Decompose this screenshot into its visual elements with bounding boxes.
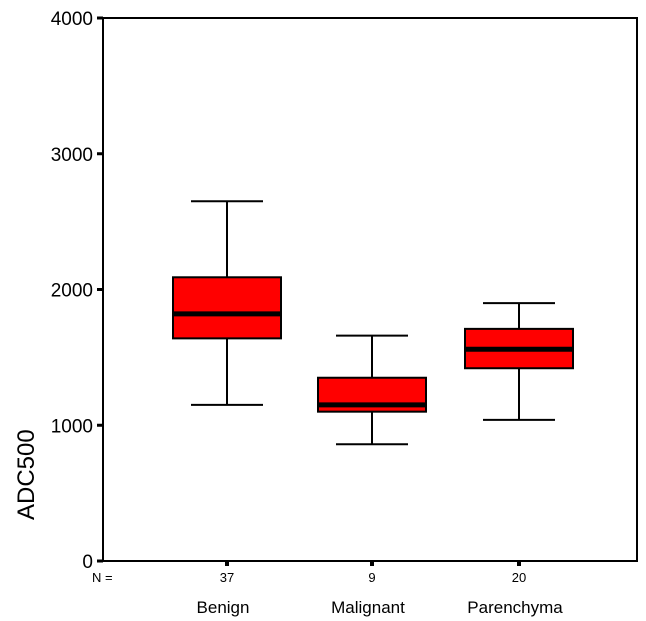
n-count-label: 37 <box>220 570 234 585</box>
category-label: Parenchyma <box>467 598 563 617</box>
category-label: Benign <box>197 598 250 617</box>
box-group-parenchyma <box>464 302 574 421</box>
y-tick-label: 2000 <box>51 281 93 302</box>
iqr-box <box>172 276 282 340</box>
box-group-benign <box>172 200 282 406</box>
y-axis: 0 1000 2000 3000 4000 <box>51 9 103 573</box>
n-prefix-label: N = <box>92 570 113 585</box>
n-count-label: 9 <box>368 570 375 585</box>
category-label: Malignant <box>331 598 405 617</box>
boxes-layer <box>172 200 574 446</box>
y-tick-label: 4000 <box>51 9 93 30</box>
x-axis-labels: 37 Benign 9 Malignant 20 Parenchyma <box>197 561 563 617</box>
y-axis-title: ADC500 <box>13 429 40 520</box>
y-tick-label: 3000 <box>51 145 93 166</box>
box-group-malignant <box>317 334 427 446</box>
y-tick-label: 0 <box>82 552 93 573</box>
y-tick-label: 1000 <box>51 416 93 437</box>
n-count-label: 20 <box>512 570 526 585</box>
